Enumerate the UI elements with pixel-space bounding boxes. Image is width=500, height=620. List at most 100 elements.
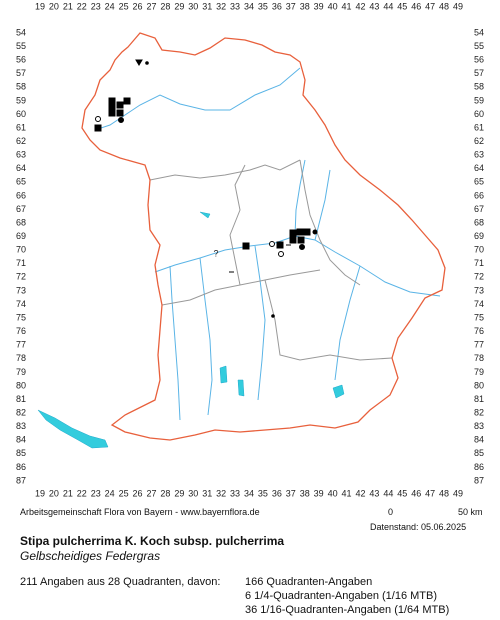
- scale-start: 0: [388, 507, 394, 517]
- column-label: 33: [230, 1, 240, 11]
- row-label: 67: [16, 204, 26, 214]
- row-label: 66: [16, 190, 26, 200]
- column-label: 35: [258, 1, 268, 11]
- row-label: 71: [474, 258, 484, 268]
- row-label: 55: [474, 41, 484, 51]
- row-label: 64: [16, 163, 26, 173]
- row-label: 72: [474, 272, 484, 282]
- column-label: 24: [105, 488, 115, 498]
- species-title: Stipa pulcherrima K. Koch subsp. pulcher…: [20, 534, 285, 548]
- row-label: 63: [16, 150, 26, 160]
- question-mark: ?: [213, 248, 218, 258]
- map: ? 19192020212122222323242425252626272728…: [16, 1, 484, 498]
- column-label: 33: [230, 488, 240, 498]
- row-label: 68: [16, 217, 26, 227]
- row-label: 67: [474, 204, 484, 214]
- column-label: 42: [355, 1, 365, 11]
- row-label: 74: [16, 299, 26, 309]
- column-label: 43: [369, 488, 379, 498]
- row-label: 85: [474, 448, 484, 458]
- column-label: 40: [328, 488, 338, 498]
- column-label: 29: [174, 1, 184, 11]
- column-label: 29: [174, 488, 184, 498]
- row-label: 81: [16, 394, 26, 404]
- column-label: 39: [314, 1, 324, 11]
- column-label: 34: [244, 488, 254, 498]
- row-label: 69: [474, 231, 484, 241]
- column-label: 37: [286, 488, 296, 498]
- column-label: 23: [91, 1, 101, 11]
- column-label: 34: [244, 1, 254, 11]
- column-label: 43: [369, 1, 379, 11]
- row-label: 77: [16, 340, 26, 350]
- column-label: 31: [202, 488, 212, 498]
- rivers: [94, 67, 441, 421]
- row-label: 79: [16, 367, 26, 377]
- row-label: 87: [474, 475, 484, 485]
- column-label: 45: [397, 488, 407, 498]
- row-label: 63: [474, 150, 484, 160]
- row-label: 73: [16, 285, 26, 295]
- species-subtitle: Gelbscheidiges Federgras: [20, 549, 161, 563]
- row-label: 58: [474, 82, 484, 92]
- column-label: 26: [133, 488, 143, 498]
- column-label: 41: [342, 488, 352, 498]
- column-label: 30: [188, 1, 198, 11]
- row-label: 77: [474, 340, 484, 350]
- column-label: 47: [425, 488, 435, 498]
- column-label: 36: [272, 488, 282, 498]
- column-label: 21: [63, 488, 73, 498]
- row-label: 70: [16, 245, 26, 255]
- row-label: 62: [16, 136, 26, 146]
- column-label: 22: [77, 1, 87, 11]
- column-label: 24: [105, 1, 115, 11]
- row-label: 62: [474, 136, 484, 146]
- row-label: 84: [16, 435, 26, 445]
- row-label: 80: [474, 380, 484, 390]
- row-label: 58: [16, 82, 26, 92]
- row-label: 68: [474, 217, 484, 227]
- column-label: 46: [411, 1, 421, 11]
- row-label: 71: [16, 258, 26, 268]
- row-label: 69: [16, 231, 26, 241]
- stats-line: 36 1/16-Quadranten-Angaben (1/64 MTB): [245, 604, 450, 616]
- row-label: 61: [474, 122, 484, 132]
- column-label: 49: [453, 1, 463, 11]
- row-label: 86: [16, 462, 26, 472]
- row-label: 73: [474, 285, 484, 295]
- row-label: 83: [474, 421, 484, 431]
- column-label: 46: [411, 488, 421, 498]
- column-label: 31: [202, 1, 212, 11]
- row-label: 75: [474, 312, 484, 322]
- row-label: 59: [474, 95, 484, 105]
- unsure: ?: [213, 248, 218, 258]
- row-label: 56: [474, 55, 484, 65]
- column-label: 37: [286, 1, 296, 11]
- column-label: 35: [258, 488, 268, 498]
- row-label: 78: [16, 353, 26, 363]
- column-label: 47: [425, 1, 435, 11]
- date: Datenstand: 05.06.2025: [370, 522, 467, 532]
- records: [94, 59, 318, 318]
- column-label: 22: [77, 488, 87, 498]
- column-label: 26: [133, 1, 143, 11]
- row-label: 83: [16, 421, 26, 431]
- row-label: 57: [474, 68, 484, 78]
- column-label: 48: [439, 1, 449, 11]
- column-label: 23: [91, 488, 101, 498]
- row-label: 61: [16, 122, 26, 132]
- row-label: 72: [16, 272, 26, 282]
- row-label: 59: [16, 95, 26, 105]
- row-label: 87: [16, 475, 26, 485]
- row-label: 54: [474, 27, 484, 37]
- row-label: 55: [16, 41, 26, 51]
- column-label: 25: [119, 488, 129, 498]
- column-label: 39: [314, 488, 324, 498]
- row-label: 80: [16, 380, 26, 390]
- column-label: 36: [272, 1, 282, 11]
- row-label: 78: [474, 353, 484, 363]
- row-label: 60: [474, 109, 484, 119]
- column-label: 49: [453, 488, 463, 498]
- row-label: 64: [474, 163, 484, 173]
